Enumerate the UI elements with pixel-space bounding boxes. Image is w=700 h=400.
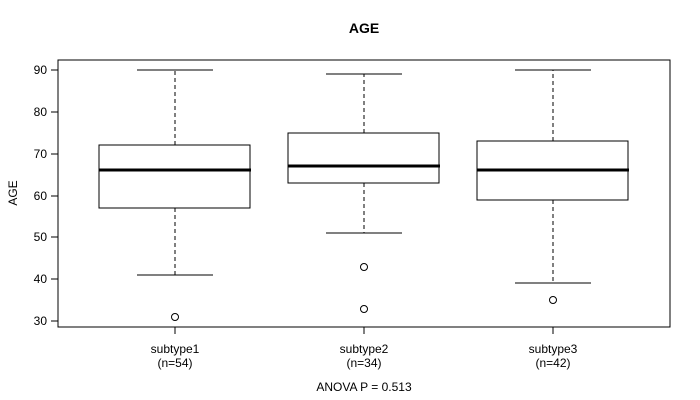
outlier-point	[360, 263, 368, 271]
y-tick-label: 70	[33, 147, 47, 161]
iqr-box	[287, 132, 440, 184]
y-tick-label: 30	[33, 314, 47, 328]
y-tick-label: 80	[33, 105, 47, 119]
y-tick-label: 90	[33, 63, 47, 77]
anova-annotation: ANOVA P = 0.513	[316, 380, 412, 394]
outlier-point	[360, 305, 368, 313]
outlier-point	[549, 296, 557, 304]
iqr-box	[98, 144, 251, 209]
outlier-point	[171, 313, 179, 321]
y-tick-label: 40	[33, 272, 47, 286]
chart-title: AGE	[348, 20, 380, 36]
x-group-sublabel: (n=42)	[535, 356, 571, 370]
y-tick-label: 60	[33, 189, 47, 203]
x-group-label: subtype1	[150, 342, 200, 356]
x-group-sublabel: (n=54)	[157, 356, 193, 370]
x-group-label: subtype3	[528, 342, 578, 356]
x-group-sublabel: (n=34)	[346, 356, 382, 370]
x-group-label: subtype2	[339, 342, 389, 356]
y-tick-label: 50	[33, 230, 47, 244]
